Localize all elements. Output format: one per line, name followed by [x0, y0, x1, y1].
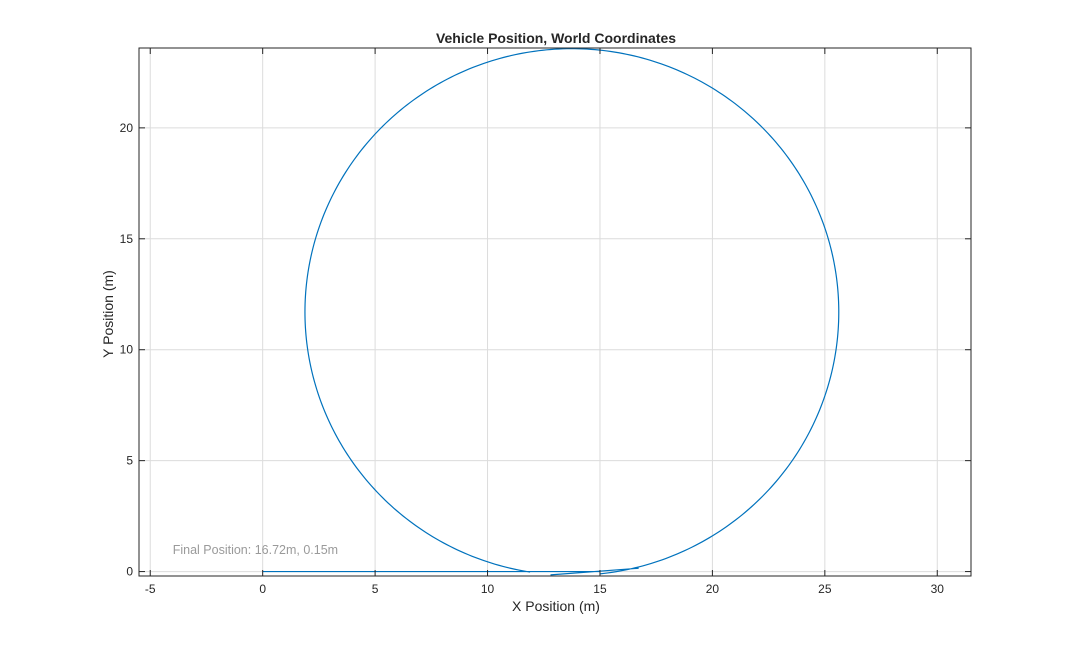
x-tick-label: 30: [931, 582, 945, 596]
x-tick-label: 25: [818, 582, 832, 596]
chart-title: Vehicle Position, World Coordinates: [436, 30, 676, 46]
x-tick-label: 10: [481, 582, 495, 596]
y-tick-label: 20: [120, 121, 134, 135]
y-tick-label: 0: [126, 565, 133, 579]
x-tick-label: 20: [706, 582, 720, 596]
x-axis-label: X Position (m): [512, 598, 600, 614]
x-tick-label: 0: [259, 582, 266, 596]
y-tick-label: 5: [126, 454, 133, 468]
x-tick-label: 15: [593, 582, 607, 596]
y-tick-label: 10: [120, 343, 134, 357]
x-tick-label: 5: [372, 582, 379, 596]
y-axis-label: Y Position (m): [100, 270, 116, 358]
x-tick-label: -5: [145, 582, 156, 596]
tick-layer: -5 0 5 10 15 20 25 30 0 5 10 15 20: [120, 48, 971, 596]
axes-box: [138, 47, 972, 577]
vehicle-path-line: [262, 48, 840, 576]
y-tick-label: 15: [120, 232, 134, 246]
plot-layer: [262, 48, 840, 576]
final-position-annotation: Final Position: 16.72m, 0.15m: [173, 543, 338, 557]
